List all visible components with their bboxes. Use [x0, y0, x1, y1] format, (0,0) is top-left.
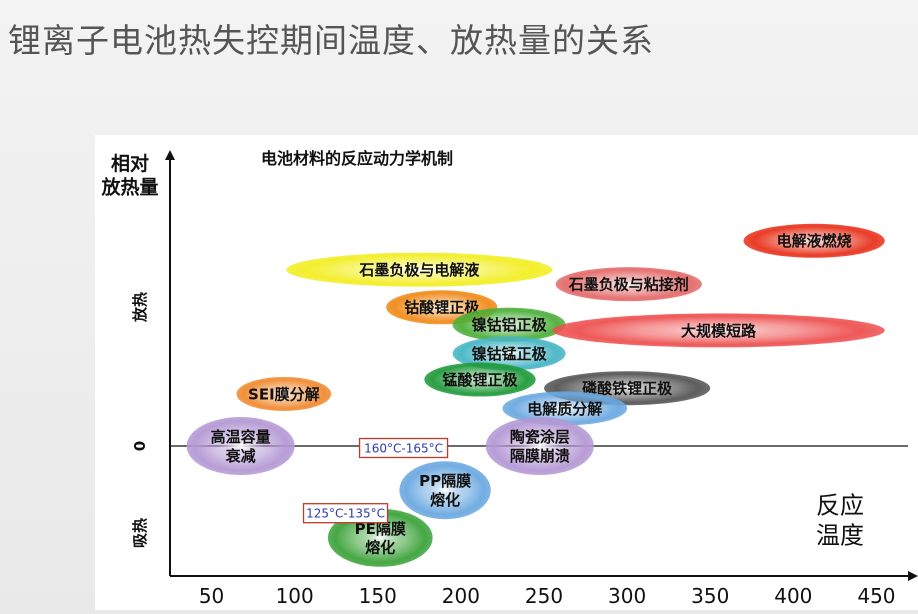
x-tick-label: 50 — [199, 584, 224, 608]
x-axis-title: 反应温度 — [816, 492, 864, 550]
range-label-box — [302, 503, 389, 524]
reaction-ellipse — [555, 267, 702, 302]
reaction-label: 钴酸锂正极 — [404, 299, 480, 317]
y-label-endothermic: 吸热 — [131, 518, 149, 548]
reaction-label: 陶瓷涂层隔膜崩溃 — [510, 428, 570, 465]
reaction-label: PP隔膜熔化 — [419, 472, 471, 509]
x-axis-arrow — [908, 571, 918, 581]
reaction-label: 锰酸锂正极 — [442, 371, 518, 389]
y-axis-title: 相对放热量 — [100, 152, 158, 199]
reaction-label: 电解质分解 — [527, 400, 602, 418]
y-label-exothermic: 放热 — [131, 292, 149, 323]
reaction-ellipse — [424, 362, 536, 397]
x-tick-label: 200 — [442, 584, 480, 608]
reaction-label: 大规模短路 — [681, 322, 757, 340]
range-label-box — [358, 437, 449, 459]
reaction-label: PE隔膜熔化 — [355, 520, 406, 557]
x-tick-label: 450 — [857, 584, 895, 608]
reaction-label: 高温容量衰减 — [211, 428, 271, 465]
reaction-ellipse — [743, 223, 885, 258]
range-label-text: 125°C-135°C — [306, 507, 385, 521]
y-axis-arrow — [165, 150, 175, 160]
reaction-label: 镍钴铝正极 — [472, 316, 548, 334]
reaction-label: 镍钴锰正极 — [472, 345, 548, 363]
slide-title: 锂离子电池热失控期间温度、放热量的关系 — [8, 21, 654, 60]
reaction-label: 电解液燃烧 — [777, 232, 852, 250]
reaction-ellipse — [485, 417, 594, 475]
x-tick-label: 100 — [276, 584, 314, 608]
reaction-ellipse — [186, 417, 295, 475]
reaction-ellipse — [502, 391, 628, 426]
x-tick-label: 400 — [774, 584, 812, 608]
x-tick-label: 300 — [608, 584, 646, 608]
reaction-label: SEI膜分解 — [248, 385, 320, 403]
chart-panel: 电池材料的反应动力学机制 相对放热量反应温度 放热 0 吸热 50 100 150 200 25… — [95, 135, 918, 610]
x-tick-label: 150 — [359, 584, 397, 608]
chart-title: 电池材料的反应动力学机制 — [261, 149, 453, 168]
reaction-ellipse — [552, 313, 885, 348]
y-label-zero: 0 — [131, 441, 149, 451]
reaction-ellipse — [399, 461, 491, 520]
reaction-label: 磷酸铁锂正极 — [582, 380, 673, 398]
range-label-text: 160°C-165°C — [364, 442, 443, 456]
x-tick-label: 350 — [691, 584, 729, 608]
x-tick-label: 250 — [525, 584, 563, 608]
reaction-ellipse — [452, 336, 566, 371]
reaction-ellipse — [236, 376, 332, 411]
reaction-label: 石墨负极与粘接剂 — [568, 276, 689, 294]
reaction-ellipse — [286, 252, 553, 287]
reaction-ellipse — [452, 307, 566, 342]
reaction-label: 石墨负极与电解液 — [358, 261, 480, 279]
